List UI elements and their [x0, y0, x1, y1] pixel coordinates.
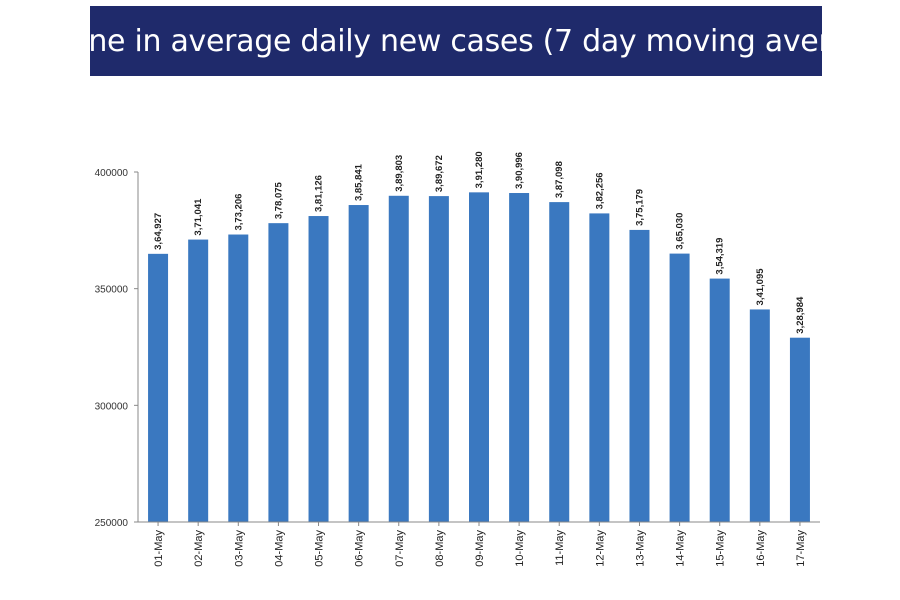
chart-title: Decline in average daily new cases (7 da…: [15, 23, 897, 59]
data-labels-group: 3,64,927 3,71,041 3,73,206 3,78,075 3,81,126…: [153, 151, 806, 333]
data-label: 3,87,098: [554, 161, 565, 198]
bar: [188, 239, 209, 523]
x-tick-label: 12-May: [594, 530, 606, 567]
y-tick-label: 350000: [95, 285, 129, 296]
x-tick-label: 03-May: [233, 530, 245, 567]
x-axis: 01-May 02-May 03-May 04-May 05-May 06-May 07-M…: [138, 521, 820, 567]
x-tick-label: 01-May: [153, 530, 165, 567]
data-label: 3,73,206: [233, 194, 244, 231]
x-tick-label: 09-May: [474, 530, 486, 567]
bar: [268, 223, 289, 523]
data-label: 3,90,996: [514, 152, 525, 189]
bar: [629, 229, 650, 523]
data-label: 3,81,126: [314, 175, 325, 212]
x-tick-label: 17-May: [795, 530, 807, 567]
data-label: 3,65,030: [675, 213, 686, 250]
bar: [469, 192, 489, 522]
data-label: 3,89,672: [434, 155, 445, 192]
bar: [749, 309, 770, 522]
bar: [308, 216, 329, 522]
x-tick-label: 13-May: [634, 530, 646, 567]
bar: [669, 253, 690, 522]
bar: [348, 205, 369, 523]
data-label: 3,78,075: [273, 181, 284, 219]
x-tick-label: 07-May: [394, 530, 406, 567]
x-tick-label: 05-May: [314, 530, 326, 567]
x-tick-label: 06-May: [354, 530, 366, 567]
bar: [549, 202, 570, 522]
y-axis: 250000 300000 350000 400000: [95, 168, 139, 529]
x-tick-label: 10-May: [514, 530, 526, 567]
bar: [789, 337, 810, 522]
data-label: 3,54,319: [715, 238, 726, 275]
bar: [148, 253, 169, 522]
data-label: 3,82,256: [594, 172, 605, 209]
title-banner: Decline in average daily new cases (7 da…: [15, 6, 897, 76]
bar: [589, 213, 610, 523]
data-label: 3,28,984: [795, 296, 806, 334]
bar: [509, 193, 530, 522]
bar: [709, 278, 730, 522]
x-tick-label: 02-May: [193, 530, 205, 567]
bar: [388, 195, 409, 522]
y-tick-label: 300000: [95, 401, 129, 412]
x-tick-label: 15-May: [715, 530, 727, 567]
y-tick-label: 400000: [95, 168, 129, 179]
data-label: 3,91,280: [474, 151, 485, 188]
y-tick-label: 250000: [95, 518, 129, 529]
x-tick-label: 04-May: [273, 530, 285, 567]
bars-group: [148, 192, 810, 523]
x-tick-label: 14-May: [675, 530, 687, 567]
data-label: 3,89,803: [394, 155, 405, 192]
data-label: 3,85,841: [354, 163, 365, 201]
x-tick-label: 08-May: [434, 530, 446, 567]
x-tick-label: 11-May: [554, 530, 566, 566]
data-label: 3,41,095: [755, 268, 766, 306]
data-label: 3,71,041: [193, 198, 204, 236]
data-label: 3,75,179: [634, 189, 645, 226]
bar: [428, 196, 449, 522]
data-label: 3,64,927: [153, 213, 164, 250]
bar: [228, 234, 249, 522]
x-tick-label: 16-May: [755, 530, 767, 567]
